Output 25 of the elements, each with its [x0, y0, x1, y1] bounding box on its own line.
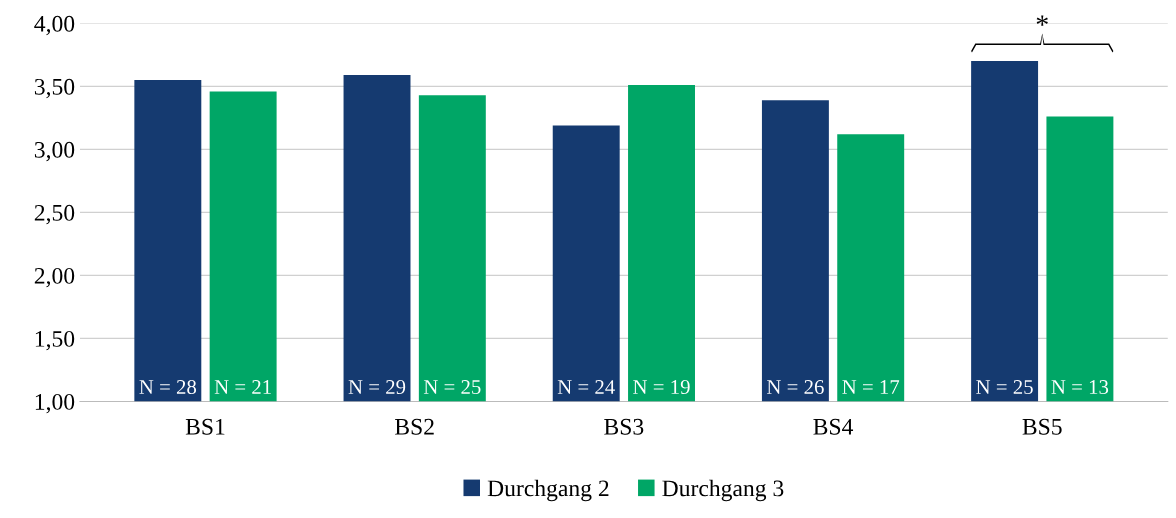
y-tick-label: 3,00	[34, 141, 75, 162]
annotation: N = 29	[348, 380, 406, 395]
annotation: N = 25	[423, 380, 481, 395]
annotation: N = 25	[976, 380, 1033, 395]
y-tick-label: 2,00	[34, 267, 75, 288]
annotation: N = 17	[842, 380, 900, 394]
x-tick-label: BS5	[1022, 418, 1062, 435]
annotation: N = 26	[766, 380, 824, 395]
annotation: N = 21	[214, 380, 271, 394]
annotation: *	[1036, 15, 1048, 26]
y-tick-label: 2,50	[34, 204, 75, 225]
y-tick-label: 1,00	[35, 393, 75, 414]
annotation: N = 19	[633, 380, 690, 395]
x-tick-label: BS4	[813, 418, 854, 435]
x-tick-label: BS3	[604, 418, 644, 435]
x-tick-label: BS1	[185, 418, 225, 435]
y-tick-label: 4,00	[34, 15, 75, 36]
annotation: N = 13	[1051, 380, 1109, 395]
y-tick-label: 1,50	[35, 330, 75, 351]
legend-label: Durchgang 2	[487, 479, 609, 502]
annotation: N = 28	[139, 380, 197, 395]
legend-label: Durchgang 3	[662, 479, 784, 502]
annotation: N = 24	[557, 380, 615, 394]
y-tick-label: 3,50	[34, 78, 75, 99]
x-tick-label: BS2	[395, 418, 434, 435]
